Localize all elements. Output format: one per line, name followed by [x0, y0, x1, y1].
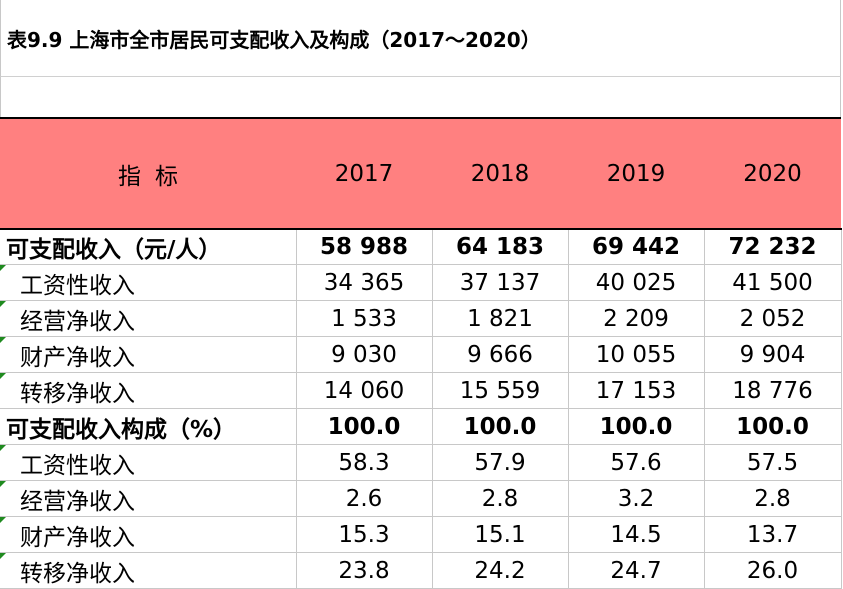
table-row: 财产净收入 15.3 15.1 14.5 13.7 — [0, 516, 842, 553]
cell-value[interactable]: 14 060 — [296, 372, 433, 409]
cell-value[interactable]: 24.2 — [432, 552, 569, 589]
table-row: 财产净收入 9 030 9 666 10 055 9 904 — [0, 336, 842, 373]
cell-value[interactable]: 34 365 — [296, 264, 433, 301]
cell-value[interactable]: 2.6 — [296, 480, 433, 517]
cell-value[interactable]: 100.0 — [432, 408, 569, 445]
cell-value[interactable]: 13.7 — [704, 516, 842, 553]
cell-value[interactable]: 40 025 — [568, 264, 705, 301]
row-label: 财产净收入 — [20, 344, 135, 371]
cell-value[interactable]: 23.8 — [296, 552, 433, 589]
cell-value[interactable]: 9 030 — [296, 336, 433, 373]
title-cell[interactable]: 表9.9 上海市全市居民可支配收入及构成（2017～2020） — [0, 0, 841, 76]
row-label-cell[interactable]: 财产净收入 — [0, 336, 297, 373]
table-row: 转移净收入 23.8 24.2 24.7 26.0 — [0, 552, 842, 589]
table-title: 表9.9 上海市全市居民可支配收入及构成（2017～2020） — [7, 28, 541, 52]
error-marker-icon — [0, 373, 6, 379]
cell-value[interactable]: 100.0 — [704, 408, 842, 445]
cell-value[interactable]: 24.7 — [568, 552, 705, 589]
error-marker-icon — [0, 517, 6, 523]
cell-value[interactable]: 9 666 — [432, 336, 569, 373]
row-label[interactable]: 可支配收入（元/人） — [0, 229, 297, 265]
header-indicator[interactable]: 指标 — [0, 117, 296, 230]
table-row: 经营净收入 2.6 2.8 3.2 2.8 — [0, 480, 842, 517]
error-marker-icon — [0, 445, 6, 451]
error-marker-icon — [0, 337, 6, 343]
cell-value[interactable]: 1 533 — [296, 300, 433, 337]
cell-value[interactable]: 2 209 — [568, 300, 705, 337]
table-row: 经营净收入 1 533 1 821 2 209 2 052 — [0, 300, 842, 337]
cell-value[interactable]: 1 821 — [432, 300, 569, 337]
cell-value[interactable]: 69 442 — [568, 229, 705, 265]
error-marker-icon — [0, 265, 6, 271]
cell-value[interactable]: 100.0 — [296, 408, 433, 445]
cell-value[interactable]: 37 137 — [432, 264, 569, 301]
data-table: 指标 2017 2018 2019 2020 可支配收入（元/人） 58 988… — [0, 117, 842, 589]
table-row: 转移净收入 14 060 15 559 17 153 18 776 — [0, 372, 842, 409]
row-label: 财产净收入 — [20, 524, 135, 551]
cell-value[interactable]: 72 232 — [704, 229, 842, 265]
error-marker-icon — [0, 301, 6, 307]
cell-value[interactable]: 41 500 — [704, 264, 842, 301]
error-marker-icon — [0, 481, 6, 487]
row-label: 转移净收入 — [20, 560, 135, 587]
error-marker-icon — [0, 553, 6, 559]
cell-value[interactable]: 100.0 — [568, 408, 705, 445]
row-label-cell[interactable]: 经营净收入 — [0, 480, 297, 517]
row-label-cell[interactable]: 工资性收入 — [0, 444, 297, 481]
row-label: 转移净收入 — [20, 380, 135, 407]
table-row: 可支配收入构成（%） 100.0 100.0 100.0 100.0 — [0, 408, 842, 445]
row-label-cell[interactable]: 经营净收入 — [0, 300, 297, 337]
row-label: 工资性收入 — [20, 272, 135, 299]
row-label[interactable]: 可支配收入构成（%） — [0, 408, 297, 445]
cell-value[interactable]: 10 055 — [568, 336, 705, 373]
cell-value[interactable]: 18 776 — [704, 372, 842, 409]
cell-value[interactable]: 58 988 — [296, 229, 433, 265]
cell-value[interactable]: 17 153 — [568, 372, 705, 409]
cell-value[interactable]: 57.9 — [432, 444, 569, 481]
cell-value[interactable]: 15 559 — [432, 372, 569, 409]
cell-value[interactable]: 57.6 — [568, 444, 705, 481]
cell-value[interactable]: 15.1 — [432, 516, 569, 553]
header-year[interactable]: 2020 — [704, 117, 841, 230]
row-label-cell[interactable]: 财产净收入 — [0, 516, 297, 553]
header-year[interactable]: 2018 — [432, 117, 568, 230]
row-label: 经营净收入 — [20, 488, 135, 515]
row-label-cell[interactable]: 转移净收入 — [0, 372, 297, 409]
cell-value[interactable]: 14.5 — [568, 516, 705, 553]
header-year[interactable]: 2019 — [568, 117, 704, 230]
header-year[interactable]: 2017 — [296, 117, 432, 230]
cell-value[interactable]: 64 183 — [432, 229, 569, 265]
row-label: 工资性收入 — [20, 452, 135, 479]
table-row: 工资性收入 34 365 37 137 40 025 41 500 — [0, 264, 842, 301]
row-label: 经营净收入 — [20, 308, 135, 335]
table-row: 工资性收入 58.3 57.9 57.6 57.5 — [0, 444, 842, 481]
cell-value[interactable]: 26.0 — [704, 552, 842, 589]
cell-value[interactable]: 3.2 — [568, 480, 705, 517]
cell-value[interactable]: 15.3 — [296, 516, 433, 553]
cell-value[interactable]: 2.8 — [704, 480, 842, 517]
cell-value[interactable]: 57.5 — [704, 444, 842, 481]
row-label-cell[interactable]: 转移净收入 — [0, 552, 297, 589]
row-label-cell[interactable]: 工资性收入 — [0, 264, 297, 301]
table-row: 可支配收入（元/人） 58 988 64 183 69 442 72 232 — [0, 229, 842, 265]
header-row: 指标 2017 2018 2019 2020 — [0, 117, 841, 230]
cell-value[interactable]: 58.3 — [296, 444, 433, 481]
cell-value[interactable]: 9 904 — [704, 336, 842, 373]
cell-value[interactable]: 2.8 — [432, 480, 569, 517]
cell-value[interactable]: 2 052 — [704, 300, 842, 337]
blank-row[interactable] — [0, 76, 841, 117]
